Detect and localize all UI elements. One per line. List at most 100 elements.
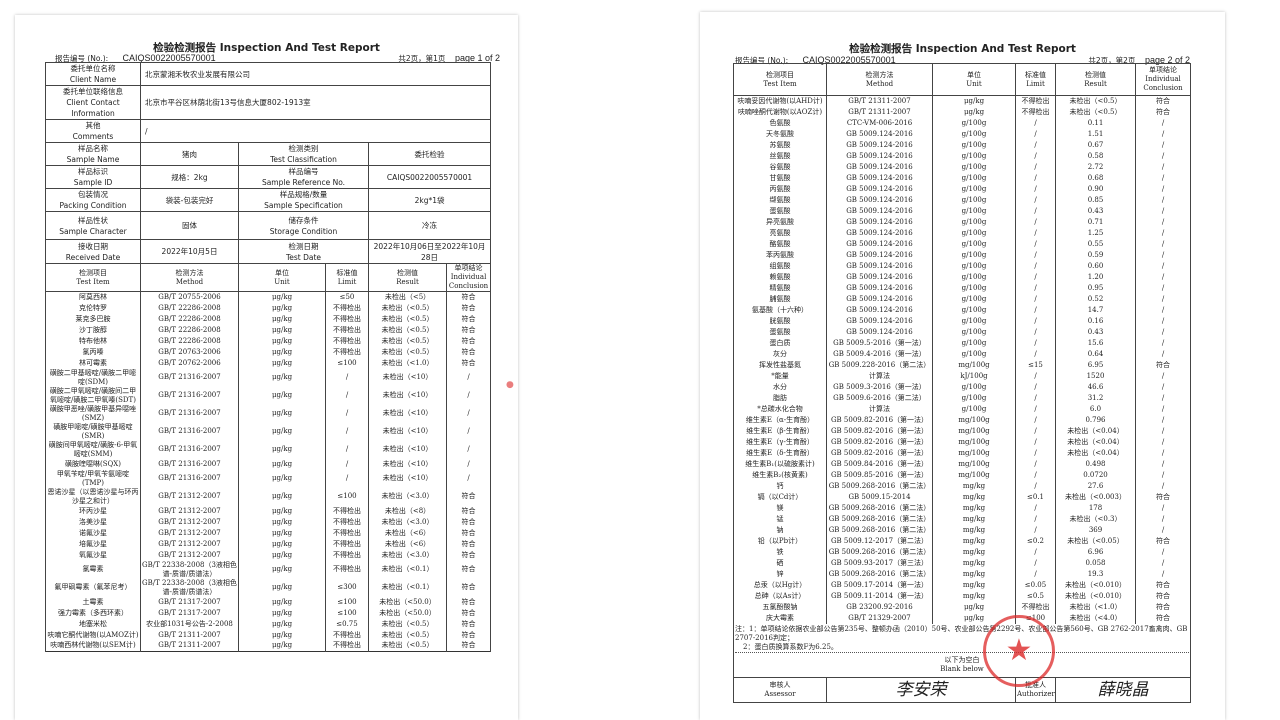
method-cell: GB 5009.85-2016（第一法） bbox=[826, 469, 933, 481]
test-item-cell: 异亮氨酸 bbox=[733, 216, 827, 228]
test-item-cell: 氧氟沙星 bbox=[45, 549, 141, 561]
column-header-cn: 单位 bbox=[967, 70, 981, 79]
unit-cell: μg/kg bbox=[238, 335, 326, 347]
table-row: 庆大霉素 GB/T 21329-2007 μg/kg ≤100 未检出（<4.0） 符合 bbox=[733, 612, 1191, 624]
client-name-label-en: Client Name bbox=[69, 75, 117, 84]
table-row: 环丙沙星 GB/T 21312-2007 μg/kg 不得检出 未检出（<8） 符合 bbox=[45, 505, 492, 517]
result-cell: 未检出（<1.0） bbox=[368, 357, 447, 369]
method-cell: GB 5009.82-2016（第一法） bbox=[826, 425, 933, 437]
sample-id-label-en: Sample ID bbox=[73, 178, 113, 187]
test-item-cell: 特布他林 bbox=[45, 335, 141, 347]
method-cell: GB 5009.124-2016 bbox=[826, 304, 933, 316]
authorizer-label-cn: 批准人 bbox=[1025, 681, 1046, 689]
test-item-cell: 维生素E（α-生育酚） bbox=[733, 414, 827, 426]
conclusion-cell: / bbox=[1135, 425, 1191, 437]
method-cell: GB/T 21311-2007 bbox=[140, 640, 239, 652]
unit-cell: g/100g bbox=[932, 139, 1016, 151]
table-row: 挥发性盐基氮 GB 5009.228-2016（第二法） mg/100g ≤15 6.9… bbox=[733, 359, 1191, 371]
conclusion-cell: / bbox=[1135, 392, 1191, 404]
method-cell: GB/T 22286-2008 bbox=[140, 335, 239, 347]
unit-cell: mg/kg bbox=[932, 579, 1016, 591]
table-row: 酪氨酸 GB 5009.124-2016 g/100g/0.55/ bbox=[733, 238, 1191, 250]
result-cell: 未检出（<10） bbox=[368, 386, 447, 405]
sample-ref-label: 样品编号 Sample Reference No. bbox=[238, 165, 369, 189]
limit-cell: / bbox=[1015, 447, 1056, 459]
column-header: 单位 Unit bbox=[238, 263, 326, 292]
table-row: 脂肪 GB 5009.6-2016（第二法） g/100g/31.2/ bbox=[733, 392, 1191, 404]
conclusion-cell: 符合 bbox=[445, 607, 492, 619]
contact-label: 委托单位联络信息 Client Contact Information bbox=[45, 85, 141, 120]
test-item-cell: 磺胺二甲氧嘧啶/磺胺间二甲氧嘧啶/磺胺二甲氧嗪(SDT) bbox=[45, 386, 141, 405]
test-item-cell: 蛋氨酸 bbox=[733, 205, 827, 217]
conclusion-cell: / bbox=[445, 368, 492, 387]
conclusion-cell: / bbox=[1135, 216, 1191, 228]
unit-cell: μg/kg bbox=[238, 607, 326, 619]
conclusion-cell: 符合 bbox=[1135, 612, 1191, 624]
limit-cell: / bbox=[325, 458, 369, 470]
table-row: 磺胺间甲氧嘧啶/磺胺-6-甲氧嘧啶(SMM) GB/T 21316-2007 μg/… bbox=[45, 440, 492, 459]
test-item-cell: 呋喃西林代谢物(以SEM计) bbox=[45, 640, 141, 652]
limit-cell: / bbox=[1015, 128, 1056, 140]
limit-cell: / bbox=[325, 386, 369, 405]
test-date-label-en: Test Date bbox=[285, 252, 322, 262]
unit-cell: g/100g bbox=[932, 337, 1016, 349]
table-row: 铅（以Pb计） GB 5009.12-2017（第二法） mg/kg ≤0.2 未检出（… bbox=[733, 535, 1191, 547]
conclusion-cell: / bbox=[1135, 557, 1191, 569]
test-item-cell: 总砷（以As计） bbox=[733, 590, 827, 602]
unit-cell: g/100g bbox=[932, 249, 1016, 261]
conclusion-cell: 符合 bbox=[445, 335, 492, 347]
limit-cell: / bbox=[1015, 436, 1056, 448]
unit-cell: μg/kg bbox=[932, 601, 1016, 613]
test-item-cell: 强力霉素（多西环素） bbox=[45, 607, 141, 619]
limit-cell: / bbox=[1015, 150, 1056, 162]
test-item-cell: 钠 bbox=[733, 524, 827, 536]
limit-cell: 不得检出 bbox=[325, 560, 369, 579]
unit-cell: g/100g bbox=[932, 326, 1016, 338]
unit-cell: g/100g bbox=[932, 128, 1016, 140]
conclusion-cell: 符合 bbox=[1135, 95, 1191, 107]
limit-cell: ≤0.5 bbox=[1015, 590, 1056, 602]
table-row: 缬氨酸 GB 5009.124-2016 g/100g/0.85/ bbox=[733, 194, 1191, 206]
column-header-en: Result bbox=[1084, 79, 1107, 88]
conclusion-cell: / bbox=[1135, 238, 1191, 250]
conclusion-cell: / bbox=[1135, 161, 1191, 173]
test-date-value: 2022年10月06日至2022年10月28日 bbox=[367, 239, 492, 264]
test-item-cell: 组氨酸 bbox=[733, 260, 827, 272]
limit-cell: 不得检出 bbox=[325, 346, 369, 358]
column-header-en: Limit bbox=[337, 277, 357, 286]
test-item-cell: 谷氨酸 bbox=[733, 161, 827, 173]
result-cell: 0.60 bbox=[1055, 260, 1136, 272]
test-item-cell: 诺氟沙星 bbox=[45, 527, 141, 539]
report-title: 检验检测报告 Inspection And Test Report bbox=[849, 43, 1076, 55]
unit-cell: g/100g bbox=[932, 238, 1016, 250]
result-cell: 未检出（<3.0） bbox=[368, 516, 447, 528]
method-cell: GB 5009.124-2016 bbox=[826, 139, 933, 151]
unit-cell: g/100g bbox=[932, 161, 1016, 173]
conclusion-cell: / bbox=[1135, 194, 1191, 206]
table-row: 蛋氨酸 GB 5009.124-2016 g/100g/0.43/ bbox=[733, 205, 1191, 217]
limit-cell: / bbox=[1015, 205, 1056, 217]
conclusion-cell: 符合 bbox=[445, 596, 492, 608]
limit-cell: / bbox=[1015, 425, 1056, 437]
test-item-cell: 五氯酚酸钠 bbox=[733, 601, 827, 613]
test-item-cell: 恩诺沙星（以恩诺沙星与环丙沙星之和计） bbox=[45, 487, 141, 506]
table-row: 呋喃西林代谢物(以SEM计) GB/T 21311-2007 μg/kg 不得检出 未检… bbox=[45, 640, 492, 652]
test-item-cell: 蛋白质 bbox=[733, 337, 827, 349]
limit-cell: ≤0.1 bbox=[1015, 491, 1056, 503]
test-item-cell: *能量 bbox=[733, 370, 827, 382]
conclusion-cell: / bbox=[1135, 293, 1191, 305]
column-header: 标准值 Limit bbox=[1015, 63, 1056, 96]
result-cell: 0.55 bbox=[1055, 238, 1136, 250]
method-cell: GB/T 20763-2006 bbox=[140, 346, 239, 358]
report-meta: 报告编号 (No.): CAIQS0022005570001 共2页，第2页 p… bbox=[735, 55, 1190, 66]
conclusion-cell: / bbox=[445, 458, 492, 470]
blank-below-cn: 以下为空白 bbox=[944, 656, 980, 665]
method-cell: GB 5009.124-2016 bbox=[826, 172, 933, 184]
unit-cell: μg/kg bbox=[932, 106, 1016, 118]
method-cell: GB 5009.124-2016 bbox=[826, 216, 933, 228]
table-row: 谷氨酸 GB 5009.124-2016 g/100g/2.72/ bbox=[733, 161, 1191, 173]
method-cell: GB 5009.82-2016（第一法） bbox=[826, 414, 933, 426]
unit-cell: g/100g bbox=[932, 183, 1016, 195]
conclusion-cell: 符合 bbox=[445, 640, 492, 652]
report-page-2: 检验检测报告 Inspection And Test Report 报告编号 (… bbox=[700, 12, 1225, 720]
